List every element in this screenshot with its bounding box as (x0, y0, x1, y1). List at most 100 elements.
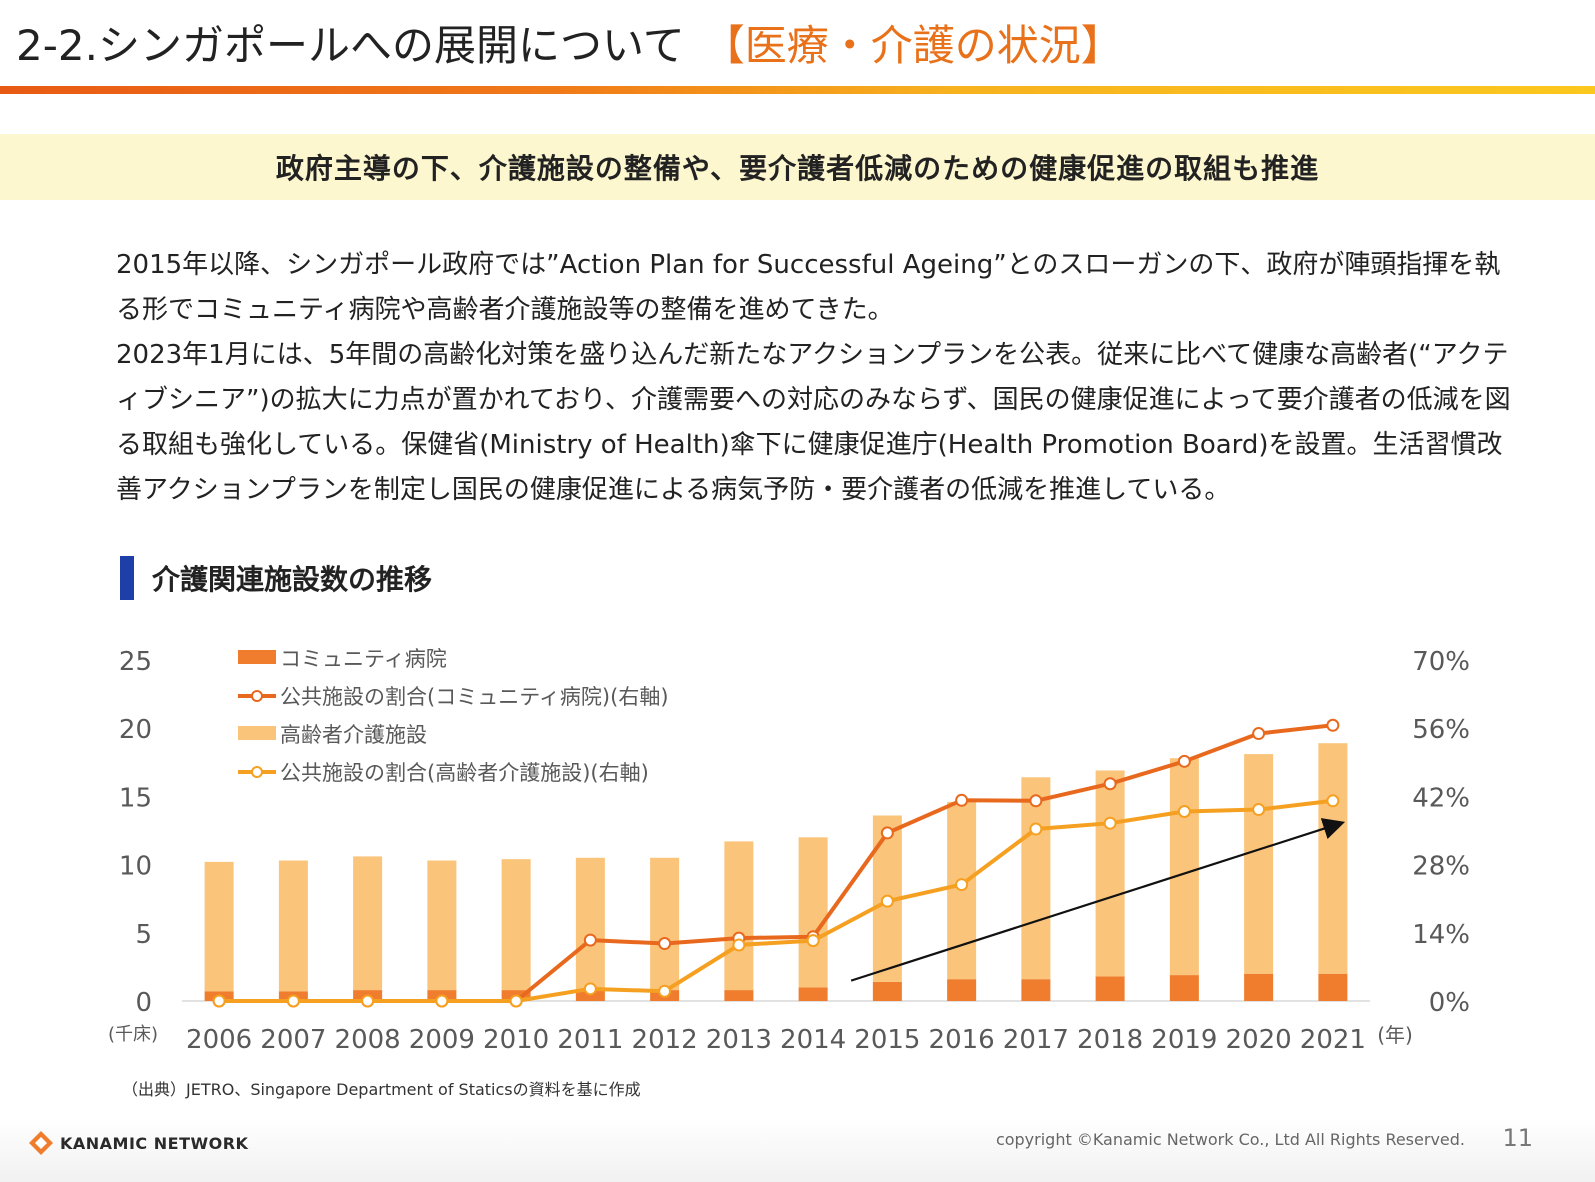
company-logo: KANAMIC NETWORK (28, 1128, 248, 1158)
y-tick-label: 5 (135, 920, 152, 950)
point-public-ratio-elderly-care (955, 878, 969, 892)
y-tick-label: 20 (119, 715, 152, 745)
point-public-ratio-community-hospital (1252, 727, 1266, 741)
x-tick-label: 2020 (1226, 1025, 1292, 1055)
summary-banner: 政府主導の下、介護施設の整備や、要介護者低減のための健康促進の取組も推進 (0, 134, 1595, 200)
y-tick-label: 0 (135, 988, 152, 1018)
body-paragraph-2: 2023年1月には、5年間の高齢化対策を盛り込んだ新たなアクションプランを公表。… (116, 340, 1511, 505)
bar-community-hospital (1244, 973, 1274, 1001)
point-public-ratio-elderly-care (1029, 822, 1043, 836)
bar-elderly-care (575, 857, 605, 991)
x-tick-label: 2008 (335, 1025, 401, 1055)
body-paragraph-1: 2015年以降、シンガポール政府では”Action Plan for Succe… (116, 250, 1501, 325)
point-public-ratio-community-hospital (658, 937, 672, 951)
x-tick-label: 2007 (260, 1025, 326, 1055)
x-tick-label: 2011 (557, 1025, 623, 1055)
copyright: copyright ©Kanamic Network Co., Ltd All … (995, 1130, 1465, 1149)
legend-label: 公共施設の割合(高齢者介護施設)(右軸) (280, 761, 649, 785)
y2-tick-label: 0% (1429, 988, 1470, 1018)
x-tick-label: 2006 (186, 1025, 252, 1055)
y-tick-label: 25 (119, 647, 152, 677)
x-tick-label: 2010 (483, 1025, 549, 1055)
point-public-ratio-community-hospital (955, 793, 969, 807)
footer (0, 1118, 1595, 1182)
bar-elderly-care (1021, 777, 1051, 980)
x-tick-label: 2016 (929, 1025, 995, 1055)
logo-diamond-icon (29, 1131, 53, 1155)
point-public-ratio-elderly-care (1326, 794, 1340, 808)
legend-swatch (238, 650, 276, 664)
x-axis-unit: (年) (1377, 1023, 1413, 1047)
point-public-ratio-elderly-care (732, 938, 746, 952)
y-tick-label: 10 (119, 852, 152, 882)
point-public-ratio-elderly-care (435, 994, 449, 1008)
point-public-ratio-elderly-care (1252, 803, 1266, 817)
bar-elderly-care (353, 856, 383, 991)
page-title-main: 2-2.シンガポールへの展開について (16, 21, 685, 70)
y-tick-label: 15 (119, 783, 152, 813)
source-note: （出典）JETRO、Singapore Department of Static… (122, 1080, 641, 1099)
bar-community-hospital (1318, 973, 1348, 1001)
bar-community-hospital (724, 990, 754, 1001)
bar-elderly-care (204, 861, 234, 992)
page-title: 2-2.シンガポールへの展開について 【医療・介護の状況】 (16, 14, 1123, 78)
y2-tick-label: 70% (1412, 647, 1470, 677)
legend-swatch (238, 726, 276, 740)
point-public-ratio-community-hospital (1177, 754, 1191, 768)
bar-community-hospital (1021, 979, 1051, 1001)
bar-elderly-care (650, 857, 680, 991)
x-tick-label: 2015 (854, 1025, 920, 1055)
line-public-ratio-elderly-care (219, 798, 1334, 1003)
legend-swatch-marker (251, 766, 263, 778)
x-tick-label: 2013 (706, 1025, 772, 1055)
point-public-ratio-community-hospital (583, 933, 597, 947)
point-public-ratio-elderly-care (212, 994, 226, 1008)
bar-elderly-care (798, 837, 828, 988)
y-axis-unit: (千床) (108, 1024, 158, 1045)
y2-tick-label: 28% (1412, 852, 1470, 882)
bar-elderly-care (1169, 758, 1199, 976)
bar-community-hospital (1169, 975, 1199, 1001)
x-tick-label: 2021 (1300, 1025, 1366, 1055)
bar-community-hospital (872, 981, 902, 1001)
bar-elderly-care (501, 859, 531, 991)
point-public-ratio-elderly-care (361, 994, 375, 1008)
trend-arrow (850, 818, 1346, 982)
x-tick-label: 2014 (780, 1025, 846, 1055)
point-public-ratio-elderly-care (509, 994, 523, 1008)
bar-community-hospital (575, 990, 605, 1001)
bar-community-hospital (798, 987, 828, 1001)
bar-elderly-care (278, 860, 308, 992)
point-public-ratio-community-hospital (1029, 794, 1043, 808)
point-public-ratio-elderly-care (1103, 816, 1117, 830)
point-public-ratio-elderly-care (1177, 805, 1191, 819)
facility-chart: 0 5 10 15 20 25 0% 14% 28% 42% 56% 70% (千床) (年) 2006 20… (108, 647, 1470, 1055)
bar-elderly-care (1095, 770, 1125, 977)
bar-elderly-care (427, 860, 457, 991)
section-heading: 介護関連施設数の推移 (120, 556, 432, 600)
bar-community-hospital (1095, 976, 1125, 1001)
section-heading-text: 介護関連施設数の推移 (152, 563, 433, 596)
legend-label: 高齢者介護施設 (280, 723, 427, 747)
x-tick-label: 2017 (1003, 1025, 1069, 1055)
legend-label: コミュニティ病院 (280, 647, 447, 671)
y2-tick-label: 56% (1412, 715, 1470, 745)
point-public-ratio-elderly-care (583, 982, 597, 996)
point-public-ratio-elderly-care (880, 894, 894, 908)
page-number: 11 (1502, 1124, 1533, 1152)
legend-swatch-marker (251, 690, 263, 702)
section-marker (120, 556, 134, 600)
banner-text: 政府主導の下、介護施設の整備や、要介護者低減のための健康促進の取組も推進 (275, 152, 1320, 185)
point-public-ratio-elderly-care (806, 934, 820, 948)
title-underline (0, 86, 1595, 94)
x-tick-label: 2019 (1151, 1025, 1217, 1055)
bar-elderly-care (724, 841, 754, 991)
bar-elderly-care (1244, 754, 1274, 974)
point-public-ratio-community-hospital (1326, 718, 1340, 732)
bar-community-hospital (947, 979, 977, 1001)
point-public-ratio-elderly-care (286, 994, 300, 1008)
y2-tick-label: 14% (1412, 920, 1470, 950)
logo-text: KANAMIC NETWORK (60, 1133, 249, 1153)
bar-elderly-care (1318, 743, 1348, 974)
x-tick-label: 2012 (632, 1025, 698, 1055)
